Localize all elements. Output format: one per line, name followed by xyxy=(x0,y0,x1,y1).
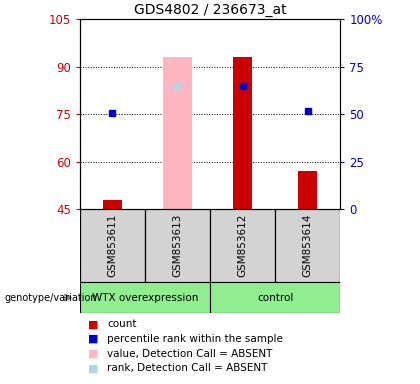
Bar xyxy=(163,57,192,209)
Text: ■: ■ xyxy=(88,319,99,329)
Bar xyxy=(275,209,340,282)
Text: rank, Detection Call = ABSENT: rank, Detection Call = ABSENT xyxy=(107,363,268,373)
Text: WTX overexpression: WTX overexpression xyxy=(92,293,198,303)
Text: GSM853612: GSM853612 xyxy=(238,214,247,278)
Text: GSM853611: GSM853611 xyxy=(108,214,117,278)
Text: GSM853614: GSM853614 xyxy=(303,214,312,278)
Bar xyxy=(145,209,210,282)
Bar xyxy=(210,282,340,313)
Text: ■: ■ xyxy=(88,334,99,344)
Text: GSM853613: GSM853613 xyxy=(173,214,182,278)
Text: ■: ■ xyxy=(88,363,99,373)
Bar xyxy=(80,209,145,282)
Bar xyxy=(210,209,275,282)
Text: genotype/variation: genotype/variation xyxy=(4,293,97,303)
Bar xyxy=(80,282,210,313)
Title: GDS4802 / 236673_at: GDS4802 / 236673_at xyxy=(134,3,286,17)
Bar xyxy=(102,200,122,209)
Bar xyxy=(298,171,318,209)
Bar xyxy=(233,57,252,209)
Text: value, Detection Call = ABSENT: value, Detection Call = ABSENT xyxy=(107,349,273,359)
Text: count: count xyxy=(107,319,136,329)
Text: percentile rank within the sample: percentile rank within the sample xyxy=(107,334,283,344)
Text: ■: ■ xyxy=(88,349,99,359)
Text: control: control xyxy=(257,293,293,303)
